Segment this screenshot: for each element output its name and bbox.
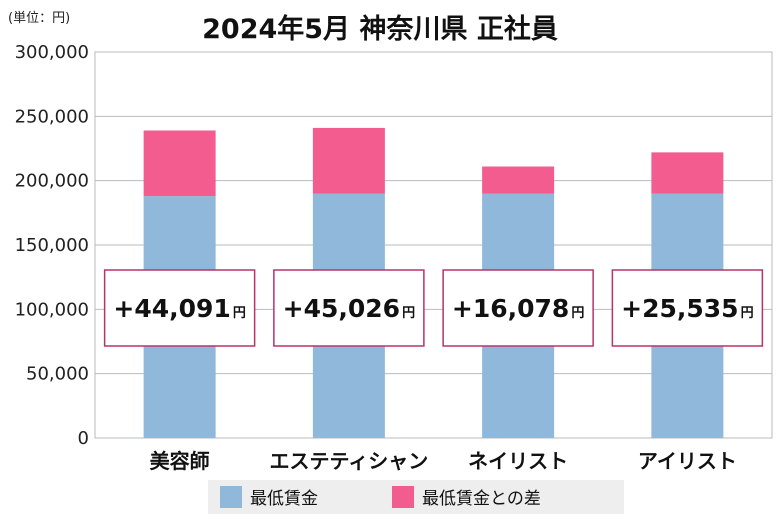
difference-label-box <box>442 269 594 347</box>
difference-label-box <box>273 269 425 347</box>
category-label: エステティシャン <box>269 449 428 473</box>
difference-value: +45,026 円 <box>283 294 415 323</box>
difference-number: +16,078 <box>452 294 569 323</box>
y-tick-label: 250,000 <box>15 106 89 127</box>
legend-swatch <box>220 486 242 508</box>
category-label: 美容師 <box>150 449 210 473</box>
unit-label: (単位：円) <box>8 10 70 26</box>
y-tick-label: 200,000 <box>15 171 89 192</box>
difference-label: +25,535 円 <box>611 269 764 347</box>
category-label: アイリスト <box>638 449 737 473</box>
difference-label: +16,078 円 <box>442 269 594 347</box>
chart-title: 2024年5月 神奈川県 正社員 <box>202 13 558 45</box>
difference-label: +45,026 円 <box>273 269 425 347</box>
category-label: ネイリスト <box>468 449 568 473</box>
y-tick-label: 50,000 <box>26 364 89 385</box>
difference-unit: 円 <box>741 306 754 321</box>
difference-unit: 円 <box>402 306 415 321</box>
bar-difference <box>482 166 555 194</box>
difference-label-box <box>611 269 764 347</box>
y-tick-label: 100,000 <box>15 299 89 320</box>
legend-swatch <box>392 486 414 508</box>
bar-difference <box>651 152 724 194</box>
y-tick-label: 0 <box>78 428 89 449</box>
bar-difference <box>312 127 385 194</box>
difference-unit: 円 <box>571 306 584 321</box>
difference-label-box <box>103 269 256 347</box>
difference-value: +25,535 円 <box>621 294 753 323</box>
difference-labels: +44,091 円 +45,026 円 +16,078 円 +25,535 円 <box>103 269 764 347</box>
legend-label: 最低賃金との差 <box>422 489 541 509</box>
difference-value: +44,091 円 <box>113 294 245 323</box>
y-tick-label: 300,000 <box>15 42 89 63</box>
y-tick-label: 150,000 <box>15 235 89 256</box>
category-labels: 美容師 エステティシャン ネイリスト アイリスト <box>150 449 737 473</box>
legend-background <box>208 480 624 514</box>
bar-difference <box>143 130 216 197</box>
difference-label: +44,091 円 <box>103 269 256 347</box>
difference-number: +45,026 <box>283 294 400 323</box>
y-axis: 0 50,000 100,000 150,000 200,000 250,000 300,0… <box>15 42 89 449</box>
difference-number: +44,091 <box>113 294 230 323</box>
difference-value: +16,078 円 <box>452 294 584 323</box>
difference-number: +25,535 <box>621 294 738 323</box>
legend-label: 最低賃金 <box>250 489 318 509</box>
legend: 最低賃金 最低賃金との差 <box>208 480 624 514</box>
difference-unit: 円 <box>233 306 246 321</box>
